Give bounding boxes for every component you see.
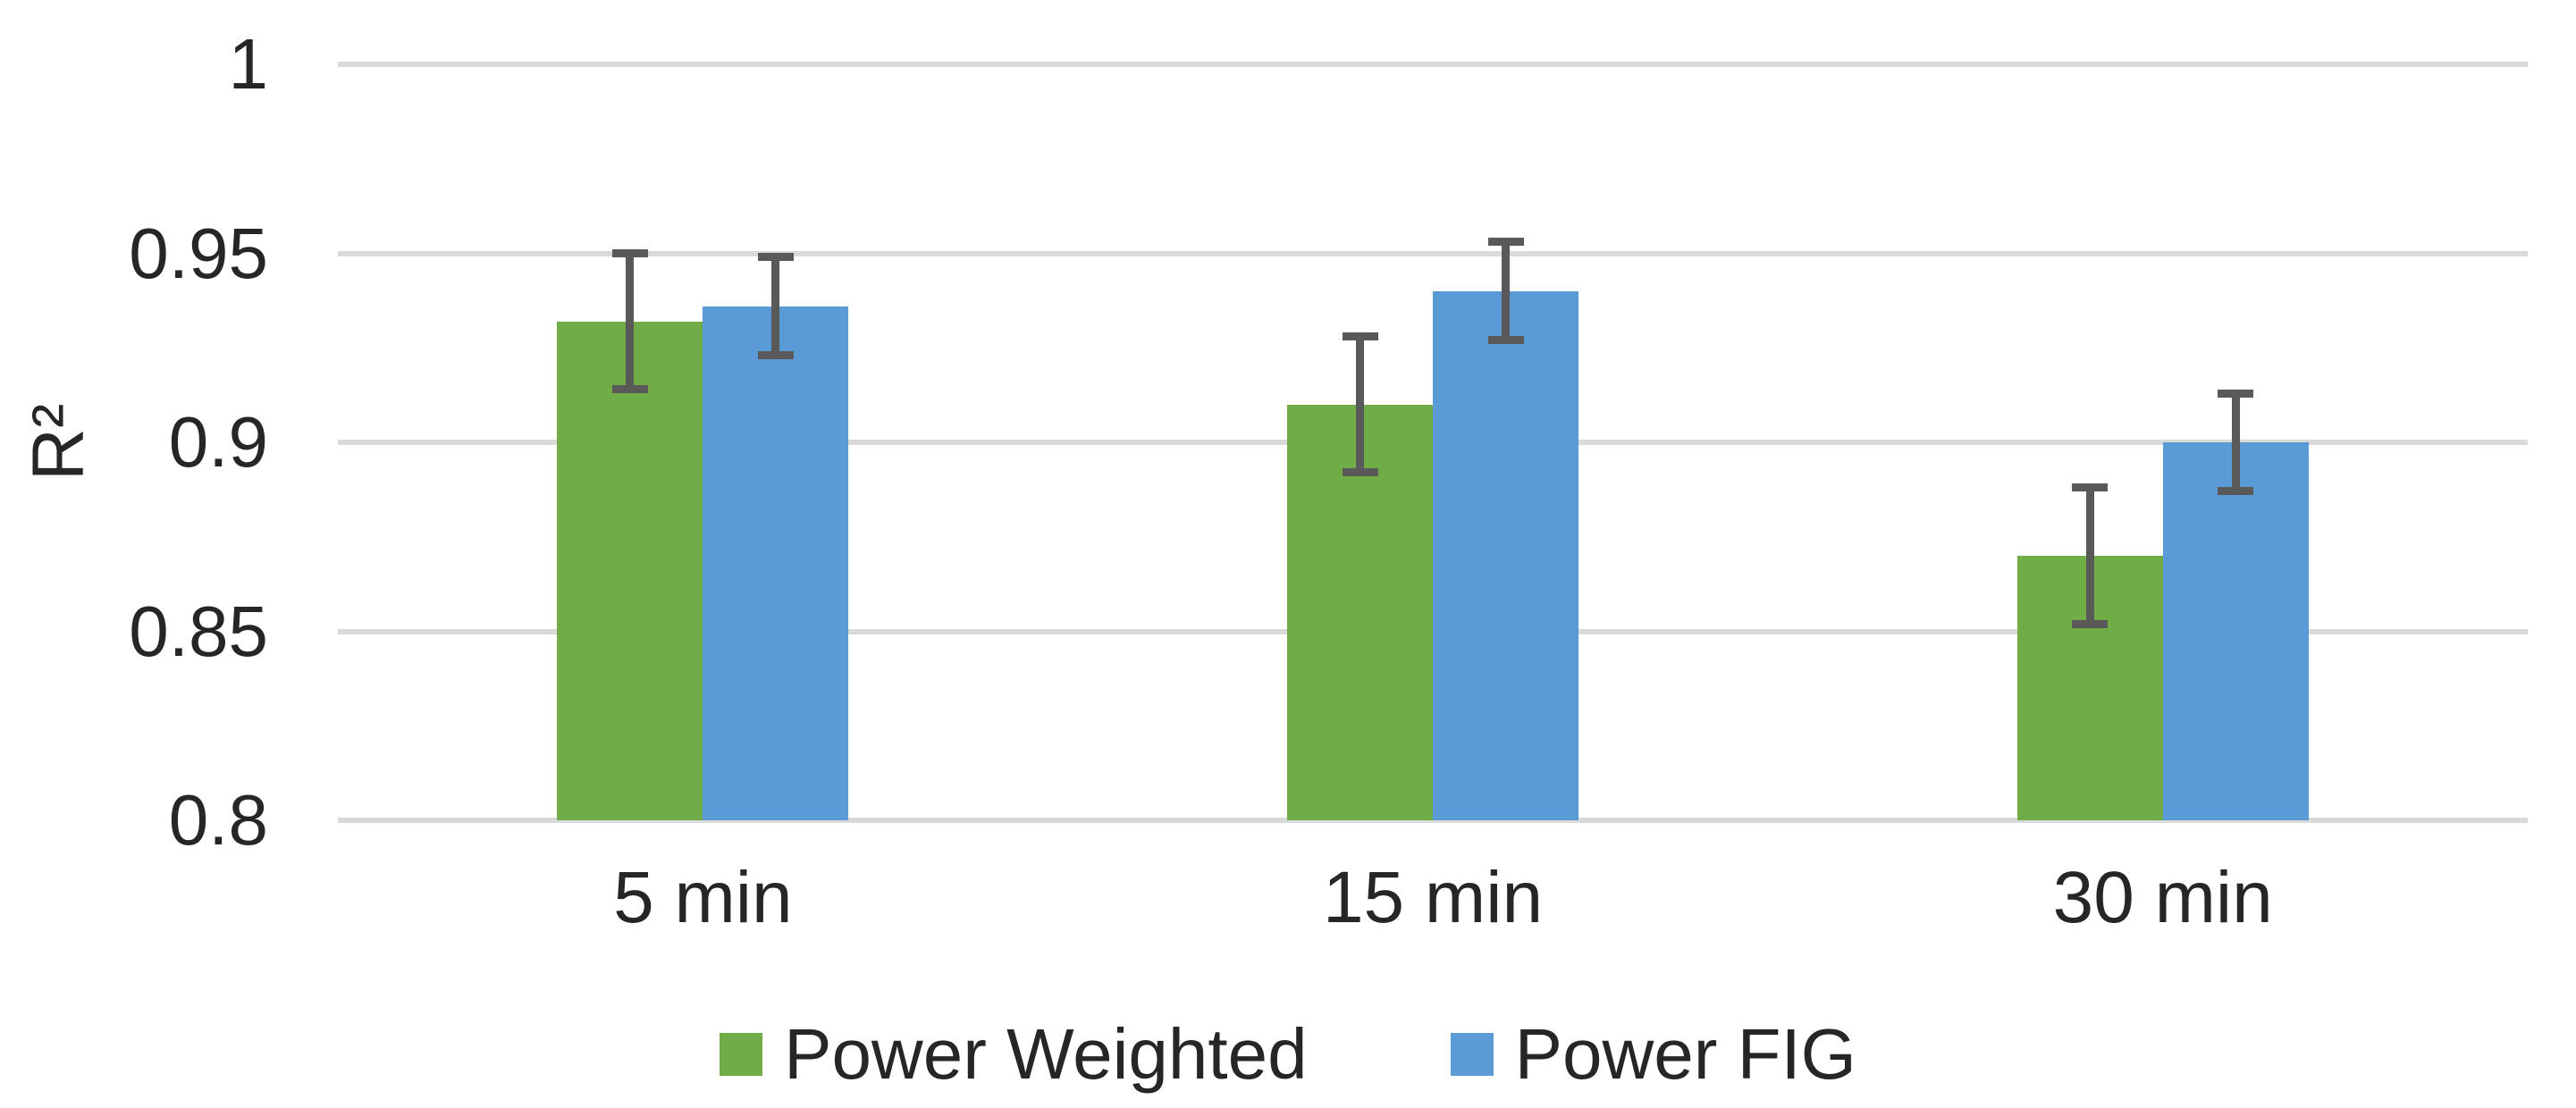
x-category-label-15-min: 15 min [1322, 857, 1544, 938]
bar-power-fig-15-min [1433, 290, 1578, 820]
gridline [338, 62, 2528, 67]
y-tick-label: 0.9 [168, 402, 268, 482]
gridline [338, 250, 2528, 256]
x-category-label-5-min: 5 min [613, 857, 793, 938]
error-bar-power-fig-30-min [2231, 393, 2240, 491]
legend-swatch-power-weighted [720, 1033, 763, 1076]
error-bar-bottom-cap [1342, 468, 1378, 477]
error-bar-bottom-cap [2072, 619, 2109, 628]
y-tick-label: 0.85 [129, 591, 268, 671]
legend-item-power-weighted: Power Weighted [720, 1015, 1308, 1094]
error-bar-bottom-cap [1487, 336, 1524, 345]
y-tick-label: 1 [228, 24, 269, 104]
legend-item-power-fig: Power FIG [1450, 1014, 1856, 1094]
legend-label: Power Weighted [784, 1014, 1308, 1094]
error-bar-bottom-cap [611, 385, 648, 394]
error-bar-bottom-cap [757, 351, 794, 360]
legend: Power Weighted Power FIG [0, 1015, 2576, 1094]
y-tick-label: 0.95 [129, 213, 268, 293]
error-bar-power-fig-5-min [771, 256, 780, 356]
error-bar-top-cap [611, 249, 648, 257]
bar-power-weighted-5-min [557, 321, 703, 820]
legend-label: Power FIG [1514, 1014, 1856, 1094]
error-bar-power-fig-15-min [1502, 241, 1510, 340]
bar-power-fig-30-min [2162, 442, 2309, 820]
error-bar-top-cap [757, 253, 794, 262]
gridline [338, 818, 2528, 823]
error-bar-power-weighted-15-min [1356, 336, 1364, 473]
x-category-label-30-min: 30 min [2052, 857, 2273, 938]
error-bar-power-weighted-30-min [2085, 487, 2094, 625]
bar-power-fig-5-min [703, 306, 849, 820]
error-bar-top-cap [2218, 389, 2254, 398]
error-bar-top-cap [2072, 483, 2109, 492]
legend-swatch-power-fig [1450, 1033, 1494, 1076]
y-tick-label: 0.8 [168, 780, 268, 860]
error-bar-top-cap [1487, 238, 1524, 247]
error-bar-top-cap [1342, 332, 1378, 341]
error-bar-power-weighted-5-min [626, 253, 635, 390]
error-bar-bottom-cap [2218, 487, 2254, 496]
